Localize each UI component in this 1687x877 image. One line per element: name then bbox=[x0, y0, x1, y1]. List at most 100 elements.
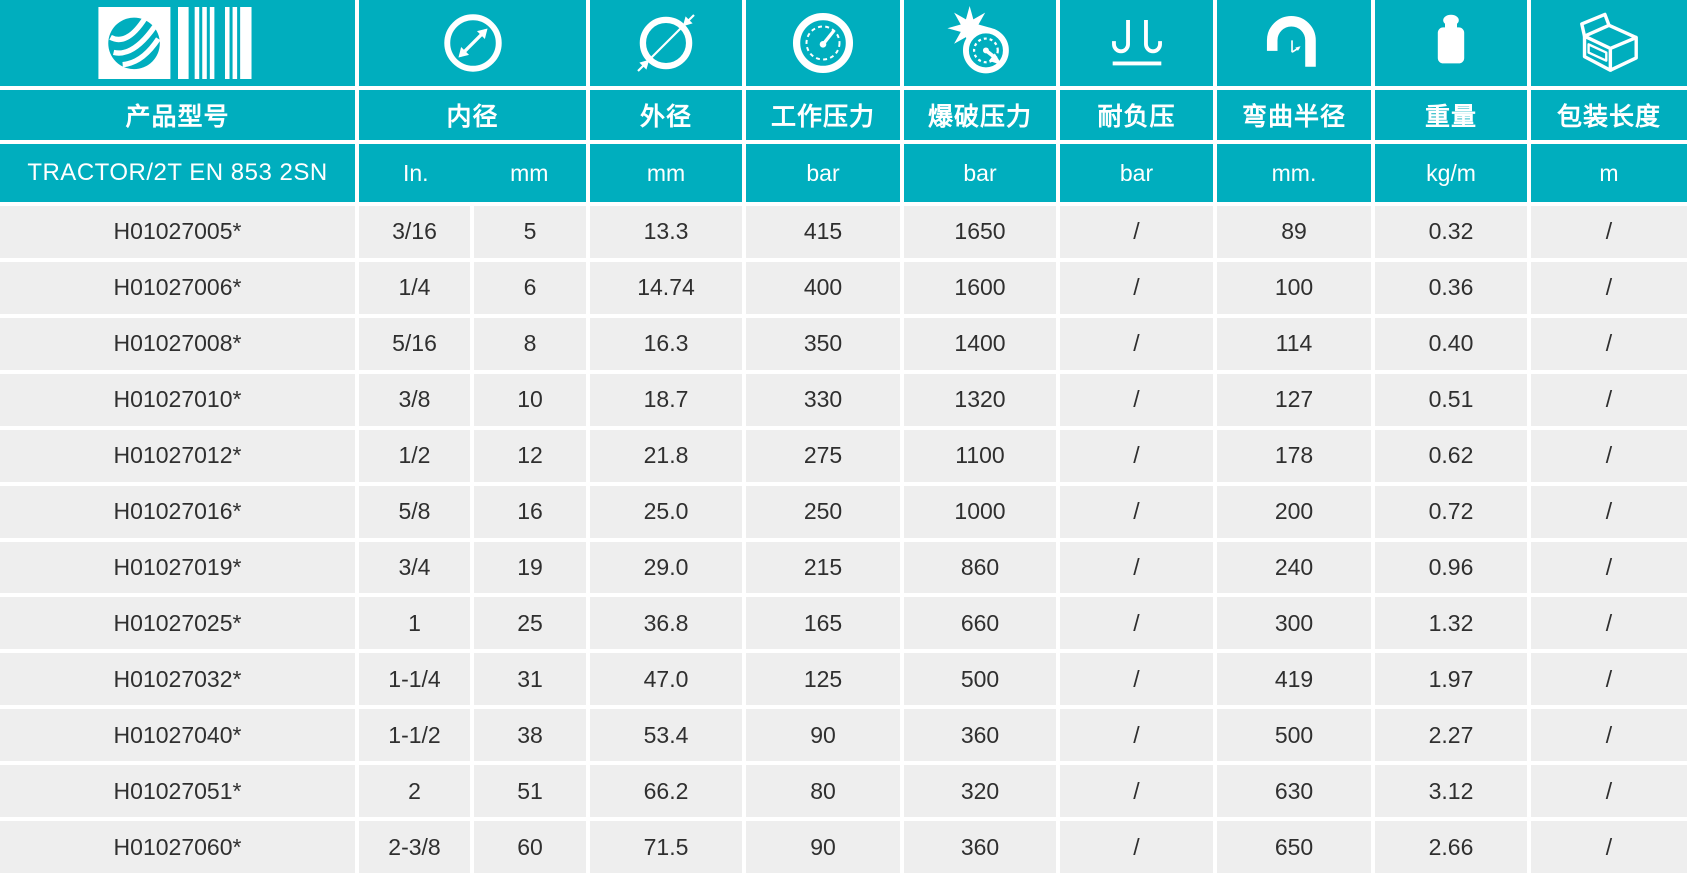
cell-bend-radius: 240 bbox=[1217, 541, 1371, 594]
cell-package-length: / bbox=[1531, 206, 1687, 258]
package-length-icon bbox=[1531, 0, 1687, 86]
cell-id-mm: 16 bbox=[474, 485, 586, 538]
cell-bend-radius: 89 bbox=[1217, 206, 1371, 258]
cell-bend-radius: 100 bbox=[1217, 261, 1371, 314]
cell-burst-pressure: 1320 bbox=[904, 373, 1056, 426]
cell-id-in: 5/8 bbox=[359, 485, 470, 538]
cell-vacuum: / bbox=[1060, 765, 1213, 818]
cell-model: H01027040* bbox=[0, 709, 355, 762]
cell-id-in: 2-3/8 bbox=[359, 821, 470, 874]
table-row: H01027060* 2-3/8 60 71.5 90 360 / 650 2.… bbox=[0, 821, 1687, 874]
cell-weight: 2.27 bbox=[1375, 709, 1527, 762]
cell-id-mm: 5 bbox=[474, 206, 586, 258]
cell-od: 14.74 bbox=[590, 261, 742, 314]
cell-working-pressure: 90 bbox=[746, 821, 900, 874]
cell-od: 66.2 bbox=[590, 765, 742, 818]
table-row: H01027012* 1/2 12 21.8 275 1100 / 178 0.… bbox=[0, 429, 1687, 482]
cell-package-length: / bbox=[1531, 429, 1687, 482]
cell-id-in: 1/2 bbox=[359, 429, 470, 482]
cell-working-pressure: 330 bbox=[746, 373, 900, 426]
cell-model: H01027006* bbox=[0, 261, 355, 314]
cell-package-length: / bbox=[1531, 261, 1687, 314]
cell-model: H01027032* bbox=[0, 653, 355, 706]
cell-id-mm: 6 bbox=[474, 261, 586, 314]
cell-vacuum: / bbox=[1060, 206, 1213, 258]
cell-id-mm: 12 bbox=[474, 429, 586, 482]
cell-working-pressure: 80 bbox=[746, 765, 900, 818]
cell-burst-pressure: 360 bbox=[904, 709, 1056, 762]
unit-burst-pressure: bar bbox=[904, 144, 1056, 202]
header-vacuum-resistance: 耐负压 bbox=[1060, 90, 1213, 140]
table-row: H01027010* 3/8 10 18.7 330 1320 / 127 0.… bbox=[0, 373, 1687, 426]
unit-bend-radius: mm. bbox=[1217, 144, 1371, 202]
cell-weight: 0.96 bbox=[1375, 541, 1527, 594]
cell-working-pressure: 90 bbox=[746, 709, 900, 762]
header-package-length: 包装长度 bbox=[1531, 90, 1687, 140]
cell-weight: 0.72 bbox=[1375, 485, 1527, 538]
cell-burst-pressure: 1650 bbox=[904, 206, 1056, 258]
table-row: H01027019* 3/4 19 29.0 215 860 / 240 0.9… bbox=[0, 541, 1687, 594]
series-name: TRACTOR/2T EN 853 2SN bbox=[0, 144, 355, 202]
cell-model: H01027008* bbox=[0, 317, 355, 370]
cell-vacuum: / bbox=[1060, 709, 1213, 762]
cell-vacuum: / bbox=[1060, 373, 1213, 426]
working-pressure-gauge-icon bbox=[746, 0, 900, 86]
cell-burst-pressure: 320 bbox=[904, 765, 1056, 818]
unit-working-pressure: bar bbox=[746, 144, 900, 202]
cell-id-in: 1-1/2 bbox=[359, 709, 470, 762]
cell-burst-pressure: 1400 bbox=[904, 317, 1056, 370]
header-weight: 重量 bbox=[1375, 90, 1527, 140]
cell-burst-pressure: 1100 bbox=[904, 429, 1056, 482]
cell-bend-radius: 630 bbox=[1217, 765, 1371, 818]
cell-weight: 0.40 bbox=[1375, 317, 1527, 370]
cell-id-in: 1/4 bbox=[359, 261, 470, 314]
unit-package-length: m bbox=[1531, 144, 1687, 202]
table-row: H01027006* 1/4 6 14.74 400 1600 / 100 0.… bbox=[0, 261, 1687, 314]
unit-mm: mm bbox=[510, 159, 549, 186]
cell-working-pressure: 275 bbox=[746, 429, 900, 482]
cell-model: H01027019* bbox=[0, 541, 355, 594]
cell-od: 47.0 bbox=[590, 653, 742, 706]
cell-burst-pressure: 500 bbox=[904, 653, 1056, 706]
cell-id-mm: 38 bbox=[474, 709, 586, 762]
cell-burst-pressure: 860 bbox=[904, 541, 1056, 594]
cell-burst-pressure: 1000 bbox=[904, 485, 1056, 538]
cell-burst-pressure: 1600 bbox=[904, 261, 1056, 314]
cell-id-mm: 19 bbox=[474, 541, 586, 594]
cell-working-pressure: 125 bbox=[746, 653, 900, 706]
cell-vacuum: / bbox=[1060, 261, 1213, 314]
cell-od: 25.0 bbox=[590, 485, 742, 538]
icon-header-row bbox=[0, 0, 1687, 86]
cell-id-in: 2 bbox=[359, 765, 470, 818]
header-inner-diameter: 内径 bbox=[359, 90, 586, 140]
cell-model: H01027051* bbox=[0, 765, 355, 818]
cell-id-mm: 25 bbox=[474, 597, 586, 650]
unit-outer-diameter: mm bbox=[590, 144, 742, 202]
cell-od: 29.0 bbox=[590, 541, 742, 594]
cell-id-in: 1-1/4 bbox=[359, 653, 470, 706]
cell-id-in: 3/16 bbox=[359, 206, 470, 258]
header-product-model: 产品型号 bbox=[0, 90, 355, 140]
cell-od: 71.5 bbox=[590, 821, 742, 874]
cell-weight: 0.32 bbox=[1375, 206, 1527, 258]
cell-id-mm: 10 bbox=[474, 373, 586, 426]
cell-od: 16.3 bbox=[590, 317, 742, 370]
unit-inch: In. bbox=[402, 159, 429, 186]
cell-bend-radius: 650 bbox=[1217, 821, 1371, 874]
table-row: H01027040* 1-1/2 38 53.4 90 360 / 500 2.… bbox=[0, 709, 1687, 762]
cell-package-length: / bbox=[1531, 485, 1687, 538]
cell-model: H01027012* bbox=[0, 429, 355, 482]
table-row: H01027016* 5/8 16 25.0 250 1000 / 200 0.… bbox=[0, 485, 1687, 538]
cell-burst-pressure: 660 bbox=[904, 597, 1056, 650]
cell-package-length: / bbox=[1531, 597, 1687, 650]
cell-package-length: / bbox=[1531, 317, 1687, 370]
cell-package-length: / bbox=[1531, 653, 1687, 706]
cell-package-length: / bbox=[1531, 709, 1687, 762]
cell-weight: 0.36 bbox=[1375, 261, 1527, 314]
cell-id-in: 3/4 bbox=[359, 541, 470, 594]
cell-od: 18.7 bbox=[590, 373, 742, 426]
outer-diameter-icon bbox=[590, 0, 742, 86]
unit-vacuum-resistance: bar bbox=[1060, 144, 1213, 202]
table-row: H01027008* 5/16 8 16.3 350 1400 / 114 0.… bbox=[0, 317, 1687, 370]
